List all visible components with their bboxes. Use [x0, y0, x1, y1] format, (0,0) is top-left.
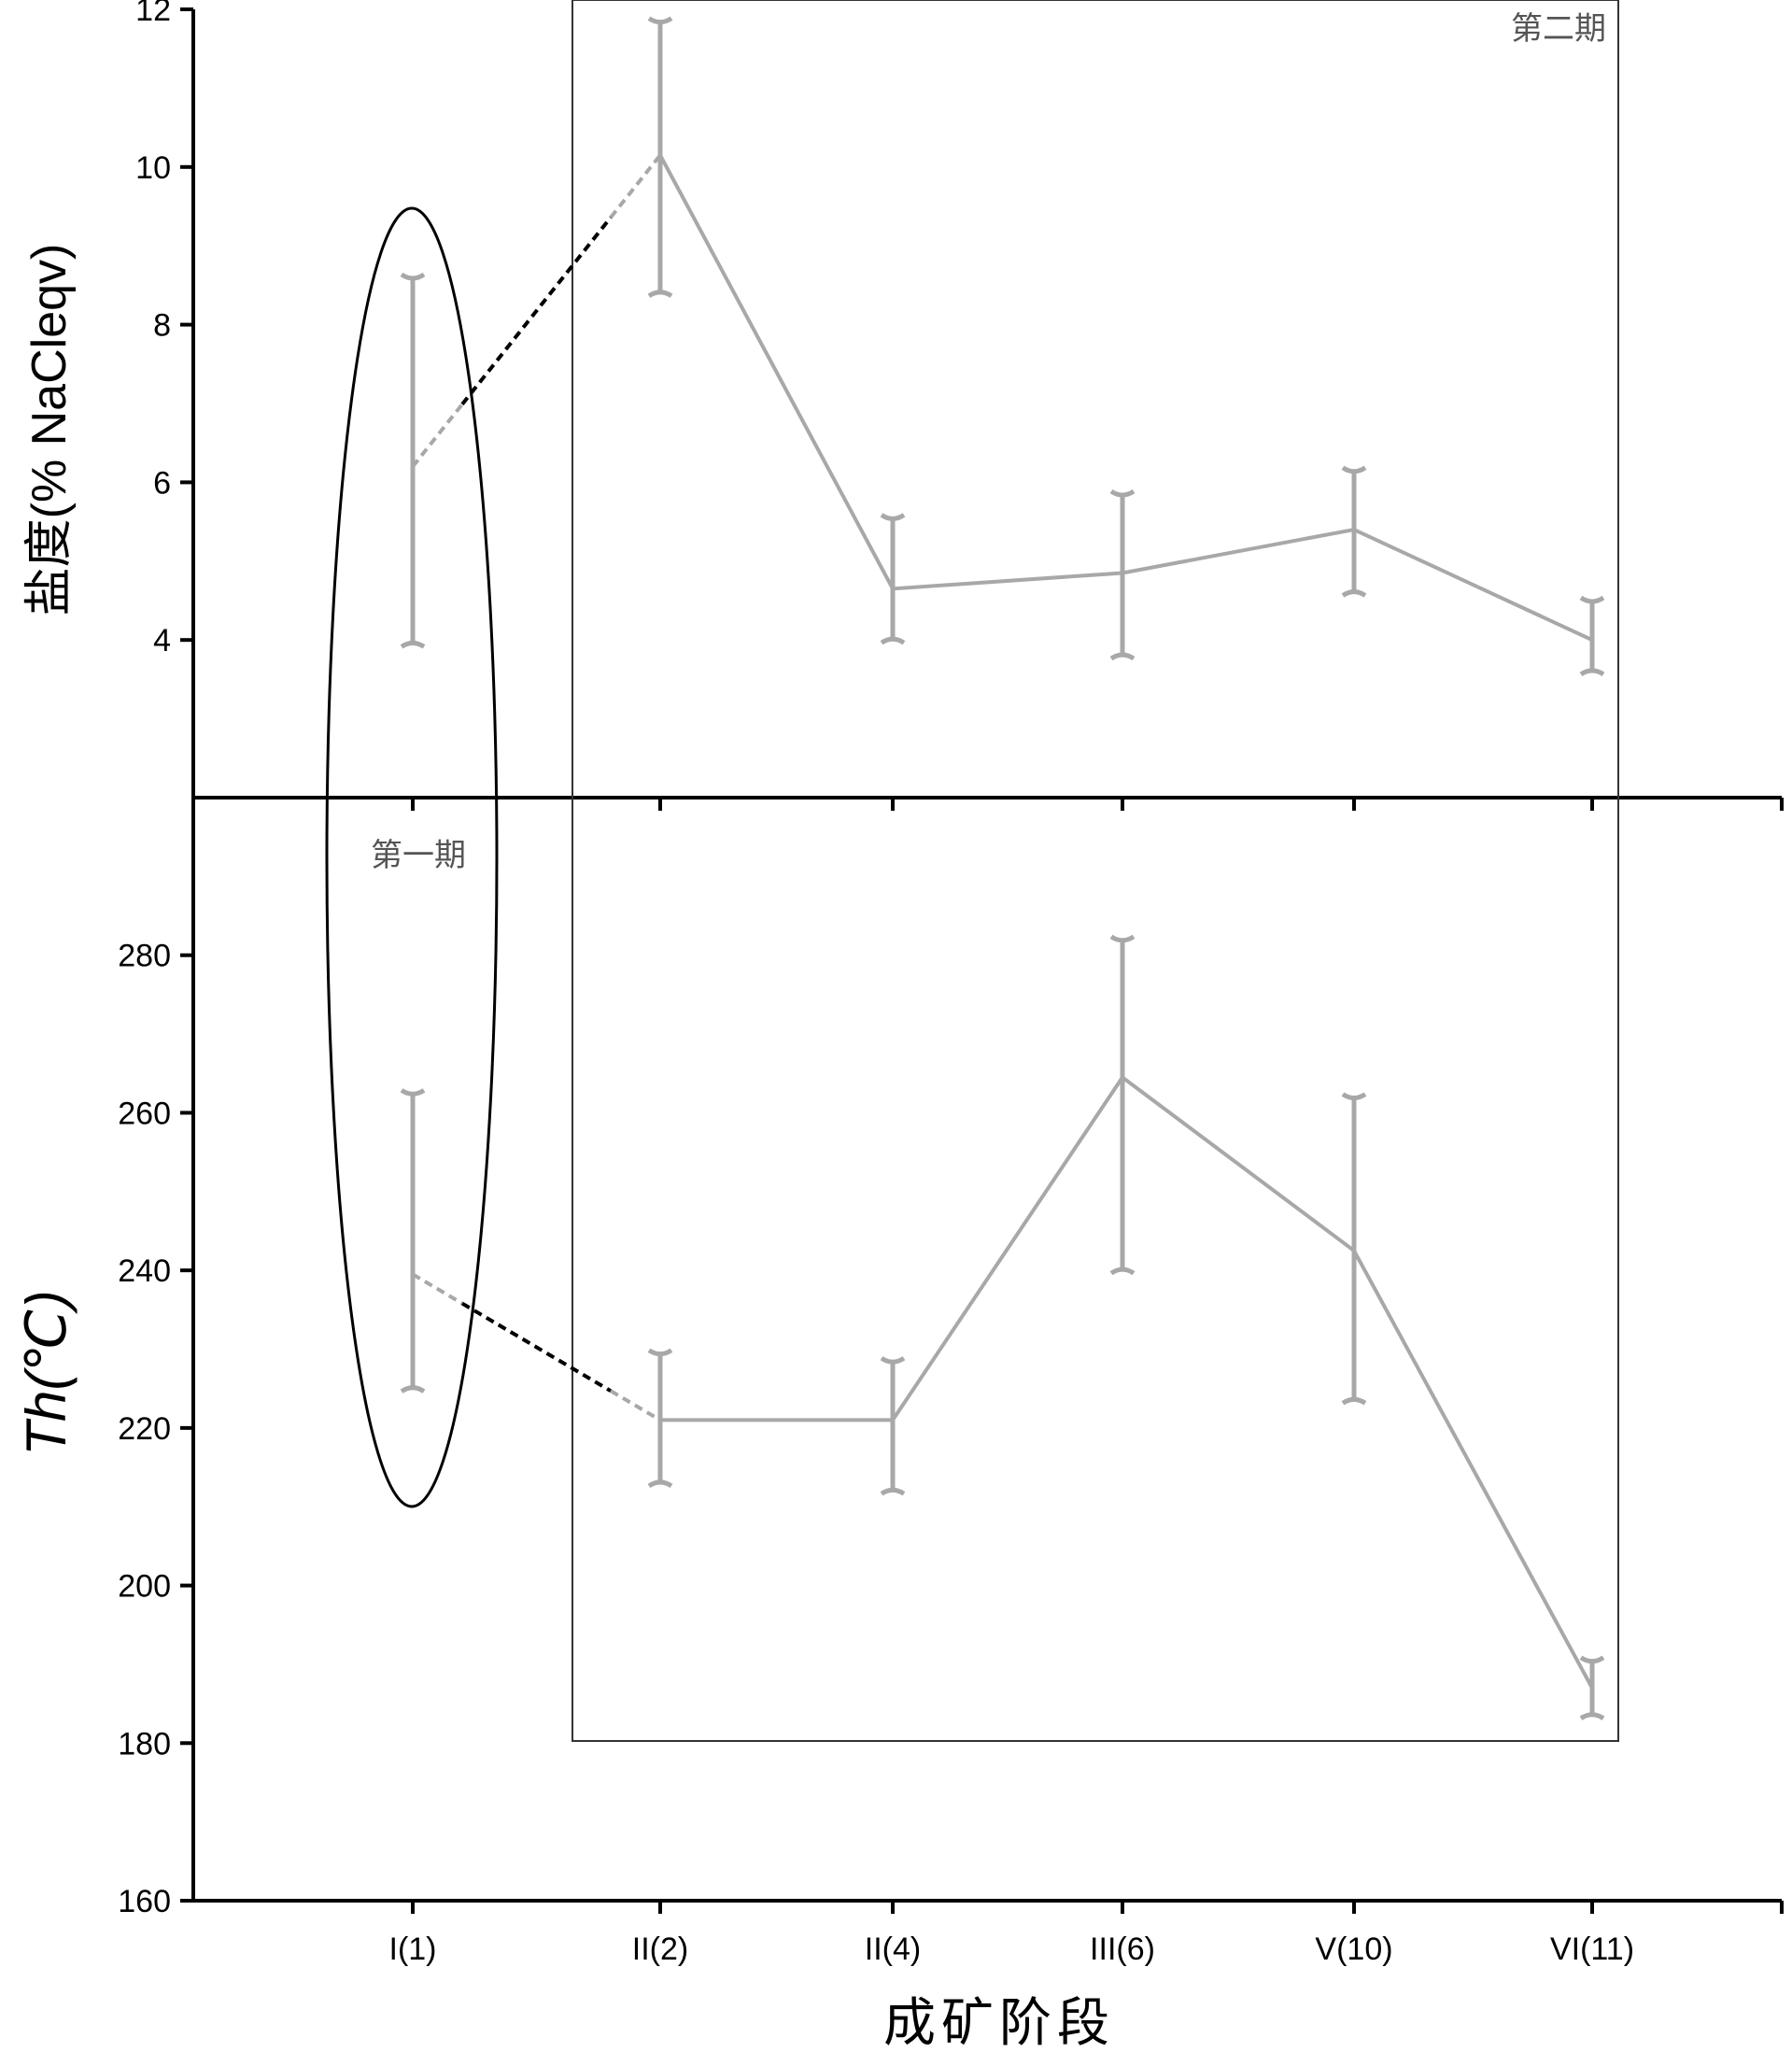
x-tick-label: I(1) — [389, 1932, 437, 1967]
temperature-data-point — [1351, 1248, 1357, 1253]
salinity-error-cap-lower — [1579, 668, 1605, 677]
salinity-error-cap-lower — [647, 290, 673, 298]
period-2-label: 第二期 — [1511, 10, 1606, 48]
temperature-error-cap-lower — [1109, 1267, 1136, 1276]
temperature-data-point — [890, 1417, 896, 1422]
y-tick-label: 280 — [118, 939, 171, 974]
x-axis-title: 成矿阶段 — [883, 1993, 1115, 2052]
y-tick-label: 180 — [118, 1726, 171, 1762]
salinity-connector-dash — [411, 403, 464, 468]
y-tick-label: 6 — [153, 465, 171, 501]
y-tick-label: 12 — [135, 0, 171, 28]
x-tick-label: V(10) — [1315, 1932, 1392, 1967]
salinity-error-cap-lower — [1341, 589, 1367, 598]
salinity-data-point — [1589, 637, 1595, 643]
salinity-data-point — [1120, 570, 1125, 575]
y-tick-label: 4 — [153, 623, 171, 658]
y-tick-label: 10 — [135, 150, 171, 186]
salinity-error-cap-lower — [1109, 652, 1136, 661]
temperature-data-point — [410, 1271, 416, 1277]
temperature-error-cap-upper — [1579, 1655, 1605, 1664]
temperature-error-cap-lower — [400, 1385, 426, 1394]
y-tick-label: 240 — [118, 1253, 171, 1289]
salinity-error-cap-lower — [880, 636, 906, 645]
salinity-error-cap-upper — [1109, 488, 1136, 498]
chart-labels: 盐度(% NaCleqv) Th(℃) 成矿阶段 第一期 第二期 — [15, 10, 1606, 2052]
temperature-error-cap-lower — [647, 1479, 673, 1489]
temperature-connector-dash — [460, 1301, 613, 1393]
salinity-data-point — [410, 464, 416, 470]
x-tick-label: II(4) — [865, 1932, 921, 1967]
temperature-error-cap-upper — [1341, 1092, 1367, 1101]
temperature-error-cap-lower — [1579, 1712, 1605, 1720]
salinity-data-point — [1351, 527, 1357, 532]
salinity-error-cap-upper — [400, 272, 426, 281]
y-axis-title-temperature: Th(℃) — [15, 1290, 78, 1455]
y-tick-label: 200 — [118, 1569, 171, 1605]
y-tick-label: 160 — [118, 1884, 171, 1919]
salinity-error-cap-upper — [1341, 465, 1367, 474]
temperature-error-cap-lower — [1341, 1396, 1367, 1406]
temperature-error-cap-upper — [400, 1088, 426, 1097]
temperature-error-cap-upper — [880, 1356, 906, 1365]
salinity-data-point — [890, 586, 896, 591]
temperature-data-point — [1589, 1685, 1595, 1691]
x-tick-label: VI(11) — [1550, 1932, 1634, 1967]
y-tick-label: 220 — [118, 1411, 171, 1447]
temperature-connector-dash — [609, 1389, 662, 1422]
temperature-series-line — [660, 1074, 1594, 1690]
temperature-data-point — [657, 1417, 663, 1422]
y-tick-label: 8 — [153, 308, 171, 344]
y-axis-title-salinity: 盐度(% NaCleqv) — [22, 244, 77, 616]
x-tick-label: II(2) — [632, 1932, 688, 1967]
temperature-data-point — [1120, 1074, 1125, 1080]
period-1-label: 第一期 — [371, 837, 466, 874]
salinity-connector-dash — [609, 153, 662, 219]
temperature-error-cap-upper — [647, 1348, 673, 1357]
salinity-error-cap-upper — [647, 16, 673, 25]
salinity-error-cap-upper — [1579, 595, 1605, 604]
period-1-ellipse — [325, 206, 499, 1508]
salinity-error-cap-lower — [400, 640, 426, 649]
temperature-error-cap-upper — [1109, 934, 1136, 943]
salinity-data-point — [657, 152, 663, 158]
salinity-series-line — [658, 154, 1593, 643]
temperature-connector-dash — [411, 1272, 464, 1306]
chart-marks — [325, 0, 1619, 1742]
y-tick-label: 260 — [118, 1096, 171, 1131]
axes: 4 6 8 10 12 160 180 200 220 240 260 280 I(1) II(2) II(… — [118, 0, 1784, 1967]
x-tick-label: III(6) — [1090, 1932, 1155, 1967]
temperature-error-cap-lower — [880, 1487, 906, 1496]
period-2-box — [571, 0, 1619, 1742]
salinity-connector-dash — [460, 216, 613, 406]
salinity-error-cap-upper — [880, 513, 906, 521]
